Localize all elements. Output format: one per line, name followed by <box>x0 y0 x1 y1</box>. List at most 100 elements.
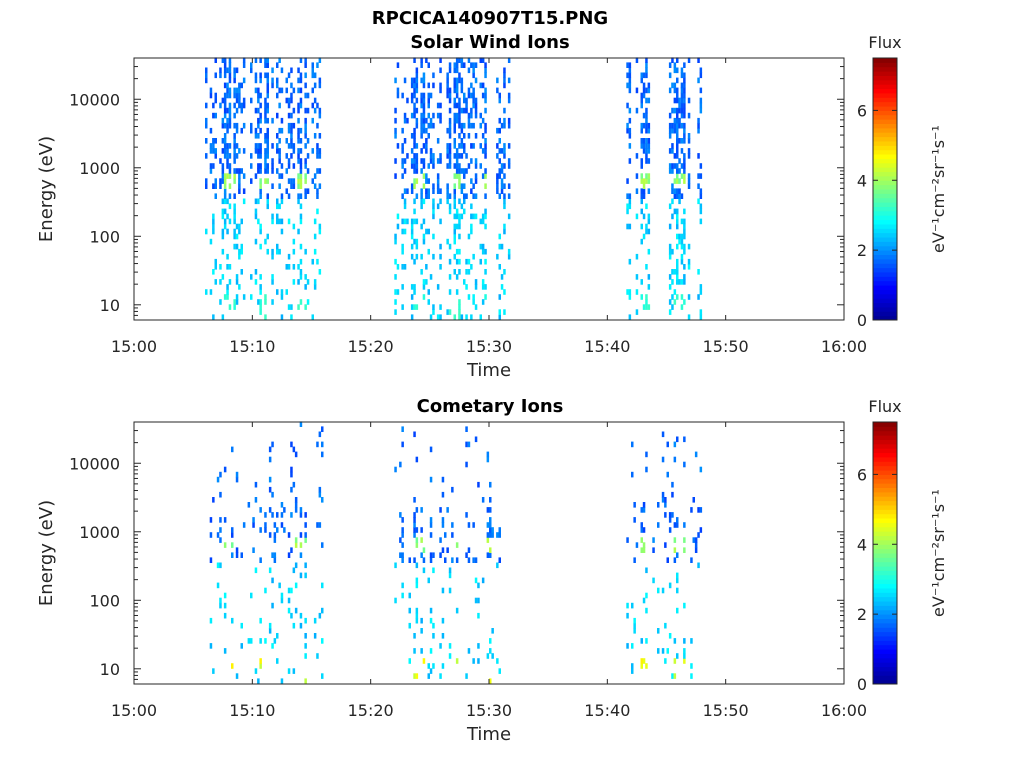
heatmap-cell <box>422 122 426 129</box>
heatmap-cell <box>640 92 643 99</box>
heatmap-cell <box>427 663 430 669</box>
heatmap-cell <box>498 314 501 320</box>
heatmap-cell <box>683 127 686 134</box>
heatmap-cell <box>683 299 686 305</box>
heatmap-cell <box>304 284 307 290</box>
heatmap-cell <box>474 173 478 179</box>
heatmap-cell <box>427 299 430 305</box>
heatmap-cell <box>212 223 215 230</box>
heatmap-cell <box>415 97 419 104</box>
heatmap-cell <box>287 552 291 558</box>
heatmap-cell <box>271 168 274 174</box>
heatmap-cell <box>626 72 629 79</box>
heatmap-cell <box>276 218 279 225</box>
heatmap-cell <box>432 203 435 210</box>
heatmap-cell <box>441 517 445 523</box>
heatmap-cell <box>276 82 279 89</box>
heatmap-cell <box>484 153 487 159</box>
heatmap-cell <box>699 208 703 215</box>
heatmap-cell <box>422 127 426 134</box>
heatmap-cell <box>294 497 298 503</box>
colorbar-step <box>873 653 897 659</box>
heatmap-cell <box>458 102 461 109</box>
heatmap-cell <box>657 648 660 654</box>
heatmap-cell <box>498 309 501 315</box>
heatmap-cell <box>205 77 208 84</box>
heatmap-cell <box>477 612 480 619</box>
heatmap-cell <box>460 62 464 68</box>
heatmap-cell <box>427 62 430 68</box>
heatmap-cell <box>273 557 277 563</box>
colorbar-frame <box>872 421 898 685</box>
heatmap-cell <box>446 87 449 94</box>
heatmap-cell <box>425 148 428 154</box>
heatmap-cell <box>683 92 686 99</box>
heatmap-cell <box>257 218 260 225</box>
heatmap-cell <box>304 572 307 579</box>
heatmap-cell <box>640 279 643 285</box>
heatmap-cell <box>661 431 665 438</box>
heatmap-cell <box>699 188 703 194</box>
heatmap-cell <box>271 163 274 169</box>
heatmap-cell <box>205 72 208 79</box>
heatmap-cell <box>507 57 511 63</box>
colorbar-step <box>873 285 897 290</box>
heatmap-cell <box>205 117 208 124</box>
colorbar-step <box>873 439 897 445</box>
heatmap-cell <box>316 653 319 659</box>
heatmap-cell <box>671 304 674 310</box>
heatmap-cell <box>645 663 648 669</box>
heatmap-cell <box>266 133 269 139</box>
heatmap-cell <box>680 218 684 225</box>
heatmap-cell <box>401 582 404 589</box>
heatmap-cell <box>657 628 660 634</box>
heatmap-cell <box>226 198 229 205</box>
heatmap-cell <box>498 92 501 99</box>
heatmap-cell <box>472 294 475 300</box>
heatmap-cell <box>259 183 262 189</box>
heatmap-cell <box>304 107 307 114</box>
heatmap-cell <box>401 248 404 255</box>
heatmap-cell <box>479 57 482 63</box>
heatmap-cell <box>219 158 222 164</box>
heatmap-cell <box>628 72 632 79</box>
heatmap-cell <box>474 213 478 220</box>
heatmap-cell <box>673 269 677 275</box>
heatmap-cell <box>486 537 490 543</box>
heatmap-cell <box>420 97 423 104</box>
heatmap-cell <box>645 607 648 614</box>
heatmap-cell <box>453 233 456 240</box>
heatmap-cell <box>287 122 291 129</box>
heatmap-cell <box>458 309 461 315</box>
heatmap-cell <box>448 203 452 210</box>
heatmap-cell <box>413 102 416 109</box>
heatmap-cell <box>223 67 227 74</box>
heatmap-cell <box>413 431 416 438</box>
heatmap-cell <box>420 269 423 275</box>
heatmap-cell <box>238 253 241 260</box>
heatmap-cell <box>221 178 225 184</box>
heatmap-cell <box>415 542 419 548</box>
heatmap-cell <box>259 143 262 149</box>
colorbar-step <box>873 289 897 295</box>
heatmap-cell <box>697 532 700 538</box>
heatmap-cell <box>238 178 241 184</box>
heatmap-cell <box>209 127 213 134</box>
heatmap-cell <box>489 638 492 644</box>
heatmap-cell <box>460 107 464 114</box>
heatmap-cell <box>228 62 232 68</box>
heatmap-cell <box>285 289 288 295</box>
heatmap-cell <box>233 67 236 74</box>
heatmap-cell <box>640 138 643 144</box>
heatmap-cell <box>441 491 445 498</box>
heatmap-cell <box>257 133 260 139</box>
heatmap-cell <box>415 527 419 533</box>
heatmap-cell <box>640 193 643 199</box>
colorbar-step <box>873 276 897 282</box>
heatmap-cell <box>413 517 416 523</box>
heatmap-cell <box>683 461 686 468</box>
heatmap-cell <box>240 218 243 225</box>
heatmap-cell <box>266 203 269 210</box>
heatmap-cell <box>432 122 435 129</box>
heatmap-cell <box>240 243 243 250</box>
